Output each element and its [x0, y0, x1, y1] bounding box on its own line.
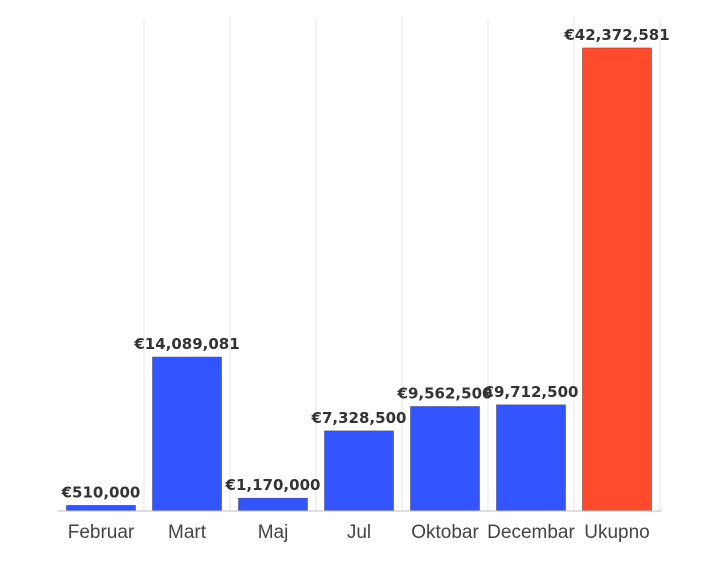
- category-label-ukupno: Ukupno: [584, 522, 650, 543]
- bars: [66, 47, 652, 512]
- category-label-mart: Mart: [168, 522, 207, 543]
- data-label-maj: €1,170,000: [225, 476, 321, 494]
- bar-mart: [152, 356, 222, 512]
- data-label-ukupno: €42,372,581: [563, 26, 669, 44]
- data-label-mart: €14,089,081: [133, 335, 239, 353]
- bar-decembar: [496, 404, 566, 512]
- bar-oktobar: [410, 406, 480, 512]
- grid-lines: [143, 18, 661, 511]
- bar-februar: [66, 505, 136, 512]
- bar-jul: [324, 430, 394, 512]
- data-labels: €510,000 €14,089,081 €1,170,000 €7,328,500 €…: [61, 26, 670, 501]
- bar-maj: [238, 497, 308, 512]
- category-label-jul: Jul: [347, 522, 371, 543]
- category-label-maj: Maj: [258, 522, 289, 543]
- category-label-februar: Februar: [68, 522, 135, 543]
- data-label-oktobar: €9,562,500: [397, 385, 493, 403]
- bar-ukupno: [582, 47, 652, 512]
- category-label-decembar: Decembar: [487, 522, 575, 543]
- data-label-februar: €510,000: [61, 483, 141, 501]
- category-label-oktobar: Oktobar: [411, 522, 479, 543]
- category-labels: Februar Mart Maj Jul Oktobar Decembar Ukupno: [68, 522, 650, 543]
- data-label-jul: €7,328,500: [311, 409, 407, 427]
- data-label-decembar: €9,712,500: [483, 383, 579, 401]
